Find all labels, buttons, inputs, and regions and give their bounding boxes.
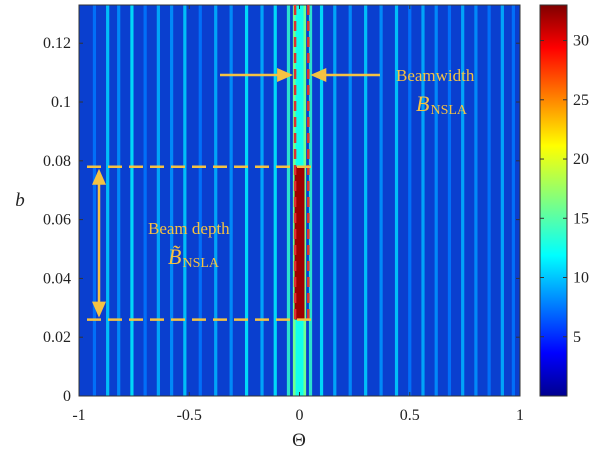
y-tick-label: 0.06 [43, 212, 71, 229]
colorbar [539, 4, 568, 397]
colorbar-tick-label: 20 [573, 151, 589, 168]
heatmap-stripe [198, 5, 202, 396]
heatmap-stripe [394, 5, 399, 396]
heatmap-stripe [273, 5, 277, 396]
heatmap-stripe [333, 5, 337, 396]
heatmap-stripe [214, 5, 218, 396]
y-axis-ticks: 0 0.02 0.04 0.06 0.08 0.1 0.12 [43, 35, 520, 405]
beamwidth-arrow-left-head [277, 68, 294, 82]
colorbar-ticks: 5 10 15 20 25 30 [540, 33, 589, 346]
heatmap-stripe [308, 5, 313, 396]
x-axis-label: Θ [292, 430, 306, 451]
heatmap-stripe [229, 5, 233, 396]
y-tick-label: 0 [63, 388, 71, 405]
heatmap-stripe [92, 5, 97, 396]
heatmap-stripe [143, 5, 147, 396]
heatmap-stripe [348, 5, 352, 396]
heatmap-stripes [92, 5, 515, 396]
heatmap-stripe [117, 5, 121, 396]
x-axis-ticks: -1 -0.5 0 0.5 1 [72, 5, 524, 424]
colorbar-tick-label: 10 [573, 270, 589, 287]
x-tick-label: -1 [72, 407, 85, 424]
colorbar-tick-label: 15 [573, 210, 589, 227]
beamwidth-symbol: BNSLA [416, 91, 468, 118]
y-axis-label: b [15, 190, 25, 211]
main-beam-peak [294, 166, 305, 320]
heatmap [79, 5, 520, 396]
x-tick-label: -0.5 [177, 407, 202, 424]
beam-depth-label: Beam depth [148, 219, 230, 238]
beam-depth-arrow-up [92, 168, 106, 185]
colorbar-tick-label: 30 [573, 33, 589, 50]
heatmap-stripe [447, 5, 452, 396]
heatmap-stripe [130, 5, 134, 396]
beam-depth-symbol: B̃NSLA [168, 244, 220, 271]
annotations: Beamwidth BNSLA Beam depth B̃NSLA [87, 5, 475, 321]
y-tick-label: 0.04 [43, 270, 71, 287]
heatmap-stripe [474, 5, 478, 396]
beam-depth-arrow-down [92, 301, 106, 318]
heatmap-stripe [244, 5, 249, 396]
heatmap-stripe [461, 5, 465, 396]
heatmap-stripe [421, 5, 425, 396]
beamwidth-label: Beamwidth [396, 66, 475, 85]
heatmap-stripe [500, 5, 504, 396]
colorbar-tick-label: 25 [573, 92, 589, 109]
heatmap-stripe [156, 5, 160, 396]
heatmap-stripe [260, 5, 264, 396]
heatmap-stripe [511, 5, 515, 396]
heatmap-stripe [106, 5, 110, 396]
heatmap-stripe [434, 5, 438, 396]
y-tick-label: 0.08 [43, 153, 71, 170]
heatmap-stripe [487, 5, 491, 396]
x-tick-label: 0.5 [400, 407, 420, 424]
heatmap-stripe [408, 5, 412, 396]
y-tick-label: 0.02 [43, 329, 71, 346]
y-tick-label: 0.12 [43, 35, 71, 52]
beamwidth-arrow-right-head [310, 68, 327, 82]
x-tick-label: 0 [296, 407, 304, 424]
heatmap-stripe [183, 5, 187, 396]
heatmap-stripe [286, 5, 291, 396]
colorbar-tick-label: 5 [573, 329, 581, 346]
heatmap-stripe [319, 5, 324, 396]
heatmap-stripe [170, 5, 174, 396]
y-tick-label: 0.1 [51, 94, 71, 111]
heatmap-stripe [364, 5, 368, 396]
heatmap-stripe [379, 5, 383, 396]
x-tick-label: 1 [516, 407, 524, 424]
